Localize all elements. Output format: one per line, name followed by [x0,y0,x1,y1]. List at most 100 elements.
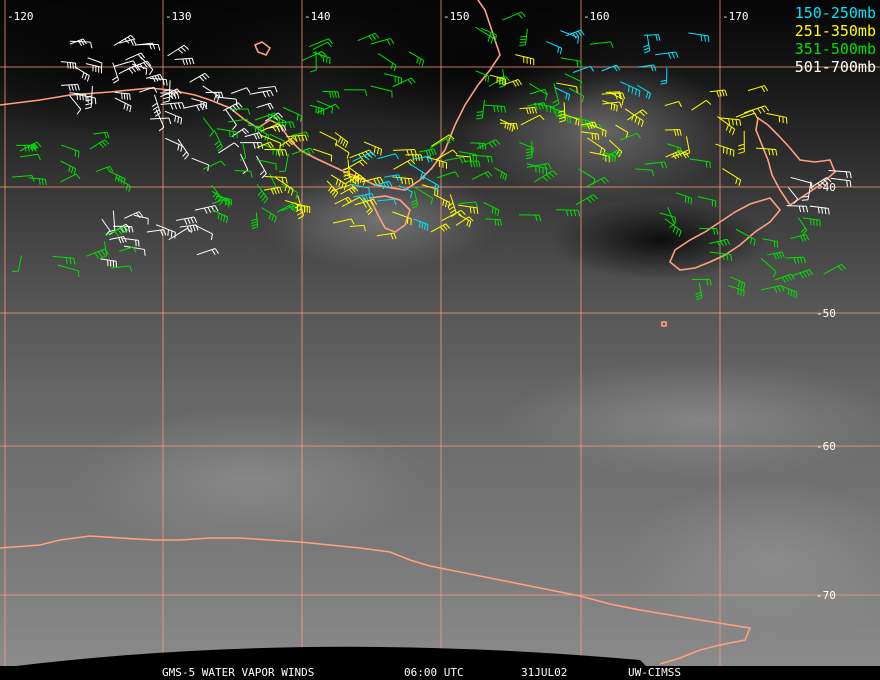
wind-barb [122,237,140,247]
wind-barb [244,132,263,140]
wind-barb [261,207,277,223]
wind-barb [60,173,81,183]
wind-barb [167,44,189,57]
wind-barb [519,141,534,155]
wind-barb [601,64,621,72]
wind-barb [519,29,528,46]
wind-barb [802,217,821,227]
wind-barb [709,251,733,261]
wind-barb [526,162,552,170]
wind-barb [139,86,158,93]
wind-barb [160,102,185,110]
wind-barb [344,174,365,185]
wind-barb [256,159,277,171]
wind-barb [361,176,384,185]
wind-barb [93,131,110,139]
wind-barb [480,27,497,42]
wind-barb [766,112,788,124]
wind-barb [119,246,137,253]
wind-barb [683,136,691,156]
wind-barb [730,276,746,290]
wind-barb [534,170,558,183]
coastline [0,0,501,191]
wind-barb [231,87,251,94]
wind-barb [801,181,812,201]
wind-barb [344,159,368,171]
wind-barb [123,245,146,256]
wind-barb [134,42,156,50]
wind-barb [12,255,22,272]
wind-barb [695,282,703,301]
wind-barb [788,187,799,205]
wind-barb [728,285,745,297]
wind-barb [165,137,183,152]
wind-barb [343,89,368,96]
wind-barb [74,93,97,105]
wind-barb [392,176,414,185]
wind-barb [160,88,182,99]
wind-barb [691,99,712,111]
wind-barb [823,263,846,275]
wind-barb [620,81,641,97]
wind-barb [218,96,238,106]
wind-barb [605,91,622,98]
wind-barb [119,38,137,46]
wind-barb [564,114,580,126]
pressure-legend: 150-250mb 251-350mb 351-500mb 501-700mb [795,4,876,76]
wind-barb [589,41,614,48]
coastline [368,195,411,233]
footer-time: 06:00 UTC [404,666,464,679]
wind-barb [22,141,42,152]
wind-barb [254,112,279,121]
coastline [669,197,782,271]
wind-barb [664,100,682,108]
wind-barb [322,90,340,98]
coastline [0,535,752,665]
wind-barb [475,70,490,83]
wind-barb [203,160,226,170]
wind-barb [28,177,47,186]
wind-barb [659,212,676,224]
wind-barb [377,198,397,206]
wind-barb [664,129,682,136]
wind-barb [274,177,294,196]
wind-barb [556,209,581,217]
wind-barb [792,269,814,279]
wind-barb [458,204,479,215]
wind-barb [353,193,375,202]
wind-barb [189,72,210,83]
wind-barb [164,110,183,125]
wind-barb [602,101,623,108]
wind-barb [413,186,434,205]
footer-product: GMS-5 WATER VAPOR WINDS [162,666,315,679]
longitude-label: -160 [583,10,610,23]
wind-barb [211,184,224,206]
latitude-label: -40 [816,181,836,194]
wind-barb [229,108,251,115]
wind-barb [114,91,131,101]
wind-barb [340,186,359,195]
wind-barb [688,32,710,43]
wind-barb [114,97,132,113]
wind-barb [52,255,76,265]
wind-barb [100,241,108,259]
wind-barb [412,155,433,163]
wind-barb [234,170,253,178]
wind-barb [213,130,223,152]
wind-barb [586,176,609,187]
wind-barb [349,224,367,232]
wind-barb [240,142,264,149]
wind-barb [110,265,133,272]
cloud-texture [0,0,880,640]
longitude-label: -120 [7,10,34,23]
wind-barb [589,123,607,137]
wind-barb [529,83,548,101]
wind-barb [555,115,572,124]
wind-barb [74,66,90,82]
wind-barb [667,143,682,155]
wind-barb [250,212,259,229]
wind-barb [111,62,120,84]
wind-barb [168,227,193,241]
footer-date: 31JUL02 [521,666,568,679]
wind-barb [113,60,137,67]
